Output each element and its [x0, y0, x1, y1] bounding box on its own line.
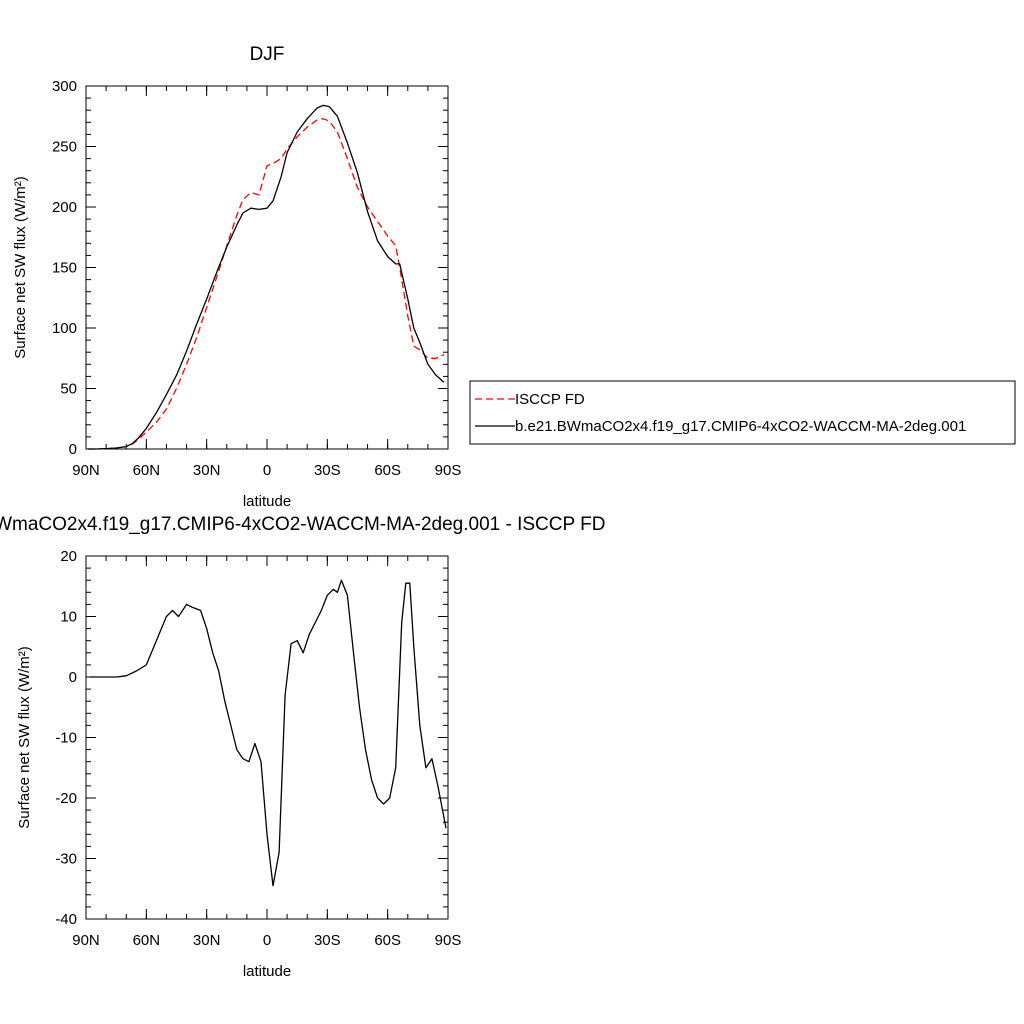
y-axis-label: Surface net SW flux (W/m²): [16, 646, 33, 829]
plot-frame: [85, 555, 449, 920]
y-axis-label: Surface net SW flux (W/m²): [12, 176, 29, 359]
series-line-0: [90, 579, 447, 887]
legend-entry-label: b.e21.BWmaCO2x4.f19_g17.CMIP6-4xCO2-WACC…: [515, 418, 966, 435]
y-tick-label: 10: [60, 609, 77, 626]
series-line-0: [88, 118, 445, 450]
x-tick-label: 60N: [133, 462, 161, 479]
x-tick-label: 30N: [193, 932, 221, 949]
y-tick-label: -30: [55, 851, 77, 868]
x-tick-label: 90N: [72, 462, 100, 479]
bottom-panel: b.e21.BWmaCO2x4.f19_g17.CMIP6-4xCO2-WACC…: [0, 514, 605, 980]
legend-box: [469, 380, 1016, 445]
y-tick-label: 150: [52, 260, 77, 277]
x-axis-label: latitude: [243, 963, 291, 980]
y-tick-label: 250: [52, 139, 77, 156]
y-tick-label: -10: [55, 730, 77, 747]
top-panel: DJF 90N 60N 30N 0 30S 60S 90S 0 50 100 150 200 250 300…: [12, 44, 461, 510]
y-tick-label: -20: [55, 790, 77, 807]
x-tick-label: 30S: [314, 932, 341, 949]
x-tick-label: 0: [263, 462, 271, 479]
y-tick-label: -40: [55, 911, 77, 928]
series-line-1: [88, 104, 445, 450]
plot-frame: [85, 85, 449, 450]
y-tick-label: 50: [60, 381, 77, 398]
y-tick-label: 0: [69, 441, 77, 458]
x-tick-label: 60N: [133, 932, 161, 949]
x-tick-label: 30N: [193, 462, 221, 479]
chart-title: b.e21.BWmaCO2x4.f19_g17.CMIP6-4xCO2-WACC…: [0, 514, 605, 535]
x-tick-label: 60S: [374, 462, 401, 479]
y-tick-label: 20: [60, 548, 77, 565]
x-tick-label: 60S: [374, 932, 401, 949]
x-tick-label: 0: [263, 932, 271, 949]
y-tick-label: 0: [69, 669, 77, 686]
x-axis-label: latitude: [243, 493, 291, 510]
y-tick-label: 300: [52, 78, 77, 95]
x-tick-label: 90S: [435, 932, 462, 949]
x-tick-label: 90S: [435, 462, 462, 479]
y-tick-label: 200: [52, 199, 77, 216]
y-tick-label: 100: [52, 320, 77, 337]
chart-title: DJF: [250, 44, 285, 65]
legend: ISCCP FD b.e21.BWmaCO2x4.f19_g17.CMIP6-4x…: [469, 380, 1016, 445]
legend-entry-label: ISCCP FD: [515, 391, 585, 408]
x-tick-label: 90N: [72, 932, 100, 949]
x-tick-label: 30S: [314, 462, 341, 479]
